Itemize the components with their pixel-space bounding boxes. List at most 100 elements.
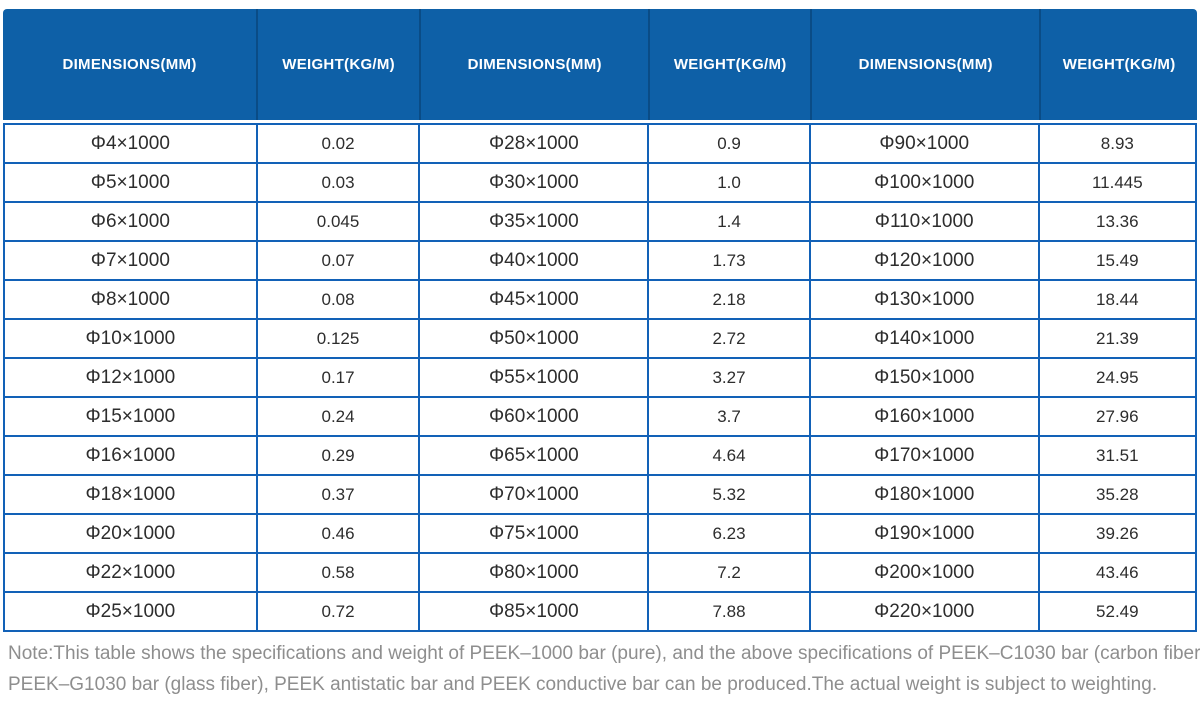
dimension-cell: Φ22×1000: [3, 552, 258, 593]
weight-cell: 18.44: [1037, 279, 1198, 320]
dimension-cell: Φ40×1000: [418, 240, 650, 281]
dimension-cell: Φ28×1000: [418, 123, 650, 164]
weight-cell: 11.445: [1037, 162, 1198, 203]
column-header-weight-3: WEIGHT(KG/M): [1039, 9, 1197, 120]
weight-cell: 0.72: [255, 591, 421, 632]
weight-cell: 0.46: [255, 513, 421, 554]
column-header-dimensions-3: DIMENSIONS(MM): [810, 9, 1039, 120]
dimension-cell: Φ140×1000: [808, 318, 1040, 359]
dimension-cell: Φ120×1000: [808, 240, 1040, 281]
weight-cell: 0.08: [255, 279, 421, 320]
weight-cell: 6.23: [647, 513, 811, 554]
dimension-cell: Φ220×1000: [808, 591, 1040, 632]
dimension-cell: Φ18×1000: [3, 474, 258, 515]
weight-cell: 0.045: [255, 201, 421, 242]
table-row: Φ22×1000 0.58 Φ80×1000 7.2 Φ200×1000 43.46: [3, 552, 1198, 593]
dimension-cell: Φ7×1000: [3, 240, 258, 281]
dimension-cell: Φ50×1000: [418, 318, 650, 359]
dimension-cell: Φ190×1000: [808, 513, 1040, 554]
table-header-row: DIMENSIONS(MM) WEIGHT(KG/M) DIMENSIONS(M…: [3, 9, 1197, 120]
dimension-cell: Φ25×1000: [3, 591, 258, 632]
dimension-cell: Φ130×1000: [808, 279, 1040, 320]
weight-cell: 0.37: [255, 474, 421, 515]
dimension-cell: Φ110×1000: [808, 201, 1040, 242]
weight-cell: 13.36: [1037, 201, 1198, 242]
weight-cell: 0.29: [255, 435, 421, 476]
weight-cell: 0.125: [255, 318, 421, 359]
note-text: Note:This table shows the specifications…: [8, 638, 1200, 700]
dimension-cell: Φ6×1000: [3, 201, 258, 242]
table-row: Φ4×1000 0.02 Φ28×1000 0.9 Φ90×1000 8.93: [3, 123, 1198, 164]
dimension-cell: Φ160×1000: [808, 396, 1040, 437]
dimension-cell: Φ90×1000: [808, 123, 1040, 164]
dimension-cell: Φ100×1000: [808, 162, 1040, 203]
dimension-cell: Φ35×1000: [418, 201, 650, 242]
dimension-cell: Φ75×1000: [418, 513, 650, 554]
dimension-cell: Φ80×1000: [418, 552, 650, 593]
dimension-cell: Φ150×1000: [808, 357, 1040, 398]
dimension-cell: Φ10×1000: [3, 318, 258, 359]
weight-cell: 31.51: [1037, 435, 1198, 476]
column-header-dimensions-1: DIMENSIONS(MM): [62, 56, 197, 73]
table-row: Φ7×1000 0.07 Φ40×1000 1.73 Φ120×1000 15.49: [3, 240, 1198, 281]
table-row: Φ15×1000 0.24 Φ60×1000 3.7 Φ160×1000 27.96: [3, 396, 1198, 437]
weight-cell: 21.39: [1037, 318, 1198, 359]
dimension-cell: Φ65×1000: [418, 435, 650, 476]
note-line-1: Note:This table shows the specifications…: [8, 643, 1200, 664]
dimension-cell: Φ70×1000: [418, 474, 650, 515]
column-header-weight-1: WEIGHT(KG/M): [256, 9, 419, 120]
weight-cell: 2.18: [647, 279, 811, 320]
dimension-cell: Φ12×1000: [3, 357, 258, 398]
dimension-cell: Φ55×1000: [418, 357, 650, 398]
weight-cell: 0.17: [255, 357, 421, 398]
table-row: Φ12×1000 0.17 Φ55×1000 3.27 Φ150×1000 24.95: [3, 357, 1198, 398]
dimension-cell: Φ8×1000: [3, 279, 258, 320]
weight-cell: 0.24: [255, 396, 421, 437]
dimension-cell: Φ4×1000: [3, 123, 258, 164]
dimension-cell: Φ16×1000: [3, 435, 258, 476]
table-row: Φ20×1000 0.46 Φ75×1000 6.23 Φ190×1000 39.26: [3, 513, 1198, 554]
note-line-2: PEEK–G1030 bar (glass fiber), PEEK antis…: [8, 674, 1158, 695]
weight-cell: 0.03: [255, 162, 421, 203]
column-header-dimensions-2: DIMENSIONS(MM): [419, 9, 648, 120]
table-row: Φ8×1000 0.08 Φ45×1000 2.18 Φ130×1000 18.44: [3, 279, 1198, 320]
spec-table: Φ4×1000 0.02 Φ28×1000 0.9 Φ90×1000 8.93 Φ5×100…: [3, 123, 1198, 632]
table-row: Φ18×1000 0.37 Φ70×1000 5.32 Φ180×1000 35.28: [3, 474, 1198, 515]
dimension-cell: Φ60×1000: [418, 396, 650, 437]
dimension-cell: Φ170×1000: [808, 435, 1040, 476]
weight-cell: 3.7: [647, 396, 811, 437]
weight-cell: 0.58: [255, 552, 421, 593]
dimension-cell: Φ30×1000: [418, 162, 650, 203]
weight-cell: 15.49: [1037, 240, 1198, 281]
dimension-cell: Φ180×1000: [808, 474, 1040, 515]
dimension-cell: Φ5×1000: [3, 162, 258, 203]
weight-cell: 35.28: [1037, 474, 1198, 515]
weight-cell: 8.93: [1037, 123, 1198, 164]
table-row: Φ5×1000 0.03 Φ30×1000 1.0 Φ100×1000 11.445: [3, 162, 1198, 203]
weight-cell: 52.49: [1037, 591, 1198, 632]
weight-cell: 39.26: [1037, 513, 1198, 554]
weight-cell: 1.73: [647, 240, 811, 281]
dimension-cell: Φ45×1000: [418, 279, 650, 320]
weight-cell: 5.32: [647, 474, 811, 515]
table-row: Φ6×1000 0.045 Φ35×1000 1.4 Φ110×1000 13.36: [3, 201, 1198, 242]
dimension-cell: Φ85×1000: [418, 591, 650, 632]
weight-cell: 7.88: [647, 591, 811, 632]
dimension-cell: Φ15×1000: [3, 396, 258, 437]
dimension-cell: Φ20×1000: [3, 513, 258, 554]
weight-cell: 4.64: [647, 435, 811, 476]
weight-cell: 0.07: [255, 240, 421, 281]
weight-cell: 43.46: [1037, 552, 1198, 593]
spec-table-body: Φ4×1000 0.02 Φ28×1000 0.9 Φ90×1000 8.93 Φ5×100…: [3, 123, 1198, 632]
weight-cell: 2.72: [647, 318, 811, 359]
table-row: Φ16×1000 0.29 Φ65×1000 4.64 Φ170×1000 31.51: [3, 435, 1198, 476]
weight-cell: 1.0: [647, 162, 811, 203]
weight-cell: 27.96: [1037, 396, 1198, 437]
weight-cell: 0.9: [647, 123, 811, 164]
weight-cell: 0.02: [255, 123, 421, 164]
weight-cell: 24.95: [1037, 357, 1198, 398]
table-row: Φ25×1000 0.72 Φ85×1000 7.88 Φ220×1000 52.49: [3, 591, 1198, 632]
weight-cell: 1.4: [647, 201, 811, 242]
dimension-cell: Φ200×1000: [808, 552, 1040, 593]
